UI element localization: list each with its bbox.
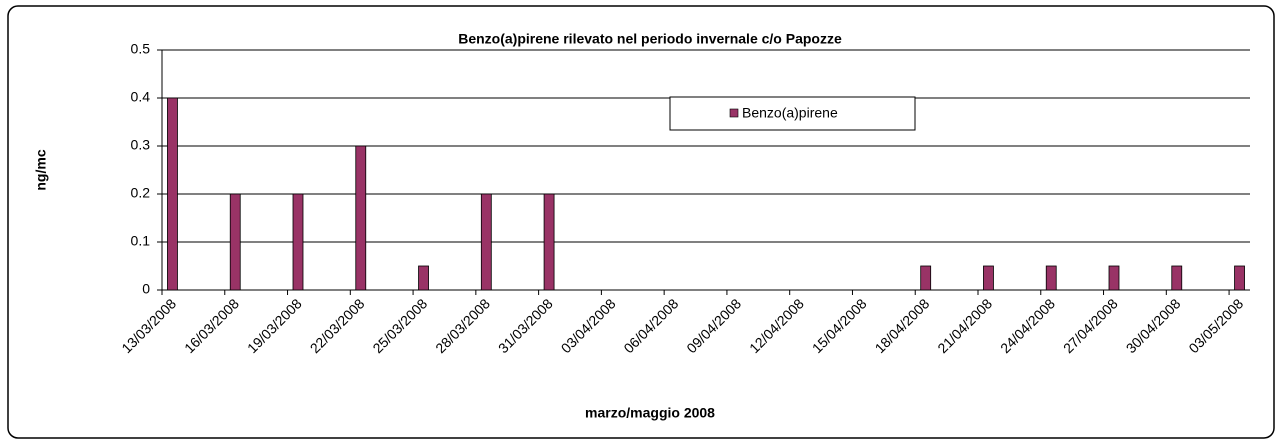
bar: [480, 193, 492, 291]
y-tick-label: 0.2: [131, 185, 151, 201]
bar: [983, 265, 994, 291]
y-tick-label: 0.5: [131, 41, 151, 57]
legend-label: Benzo(a)pirene: [742, 105, 838, 121]
bar: [418, 265, 429, 291]
bar: [1171, 265, 1183, 291]
legend-swatch: [729, 108, 739, 118]
bar: [167, 97, 178, 291]
y-tick-label: 0: [142, 281, 150, 297]
chart-title: Benzo(a)pirene rilevato nel periodo inve…: [458, 31, 842, 47]
y-tick-label: 0.3: [131, 137, 151, 153]
bar: [292, 193, 304, 291]
bar: [1234, 265, 1245, 291]
y-tick-label: 0.1: [131, 233, 151, 249]
bar: [543, 193, 555, 291]
chart-border: [7, 5, 1275, 439]
x-axis-title: marzo/maggio 2008: [585, 405, 715, 421]
bar: [1108, 265, 1120, 291]
bar: [355, 145, 367, 291]
bar: [1045, 265, 1057, 291]
bar: [920, 265, 932, 291]
bar: [229, 193, 241, 291]
y-tick-label: 0.4: [131, 89, 151, 105]
legend-box: [669, 96, 916, 131]
y-axis-title: ng/mc: [33, 149, 49, 190]
